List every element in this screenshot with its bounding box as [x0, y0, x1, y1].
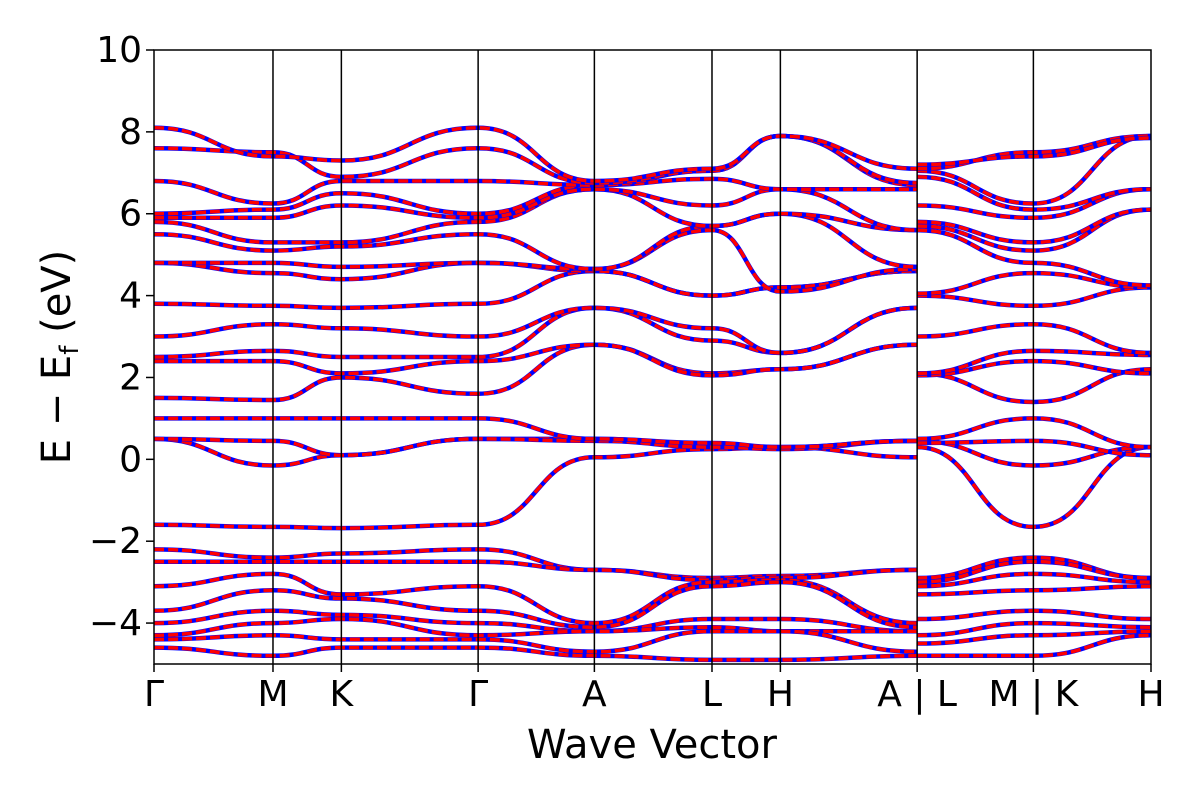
kpath-lines	[272, 50, 1035, 664]
y-tick-label: −2	[89, 521, 142, 562]
x-tick-label: A | L	[877, 674, 957, 715]
x-tick-label: H	[767, 674, 794, 715]
x-axis-title: Wave Vector	[527, 722, 778, 768]
y-tick-label: 2	[119, 357, 142, 398]
y-axis-title-main: E − E	[34, 355, 80, 465]
y-ticks: 10 8 6 4 2 0 −2 −4	[89, 30, 154, 644]
y-axis-title-unit: (eV)	[34, 250, 80, 346]
y-tick-label: −4	[89, 603, 142, 644]
y-tick-label: 6	[119, 194, 142, 235]
x-tick-label: Γ	[468, 674, 488, 715]
plot-frame	[153, 49, 1152, 665]
y-axis-title-subscript: f	[55, 345, 85, 355]
x-tick-label: L	[702, 674, 722, 715]
y-tick-label: 0	[119, 439, 142, 480]
y-tick-label: 10	[96, 30, 142, 71]
y-tick-label: 4	[119, 276, 142, 317]
x-tick-label: A	[582, 674, 607, 715]
y-tick-label: 8	[119, 112, 142, 153]
band-line	[154, 175, 1151, 216]
x-tick-label: Γ	[144, 674, 164, 715]
x-tick-label: H	[1137, 674, 1164, 715]
x-tick-label: M | K	[989, 674, 1080, 715]
x-ticks: Γ M K Γ A L H A | L M | K H	[144, 664, 1165, 715]
x-tick-label: M	[257, 674, 288, 715]
x-tick-label: K	[330, 674, 355, 715]
y-axis-title: E − Ef (eV)	[34, 250, 85, 465]
